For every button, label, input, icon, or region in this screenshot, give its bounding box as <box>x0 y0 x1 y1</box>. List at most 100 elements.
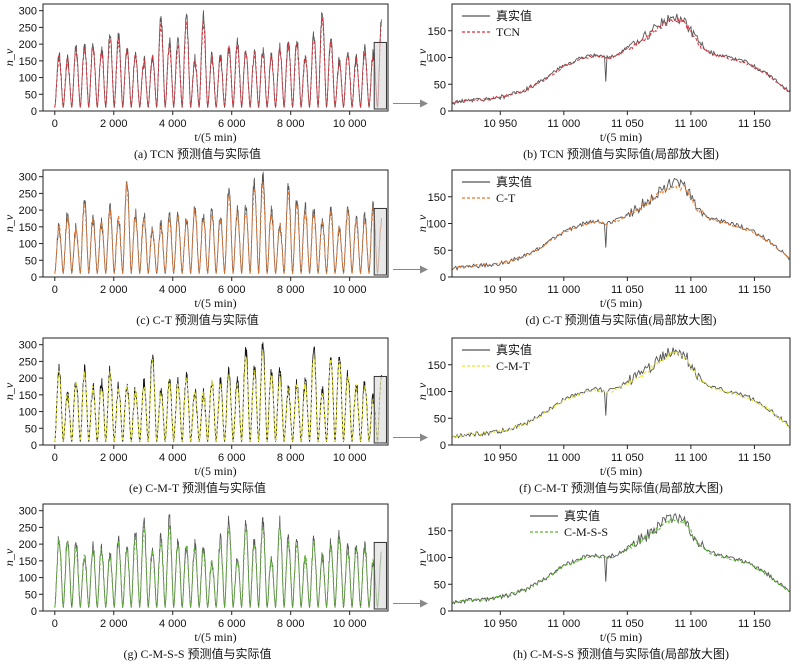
series-group <box>54 10 382 108</box>
y-tick-label: 100 <box>19 573 37 585</box>
zoom-arrow-head <box>420 433 428 442</box>
y-tick-label: 150 <box>19 390 37 402</box>
y-tick-label: 0 <box>31 606 37 618</box>
series-line-predicted <box>54 182 382 274</box>
y-tick-label: 50 <box>25 589 37 601</box>
x-tick-label: 6 000 <box>218 452 246 464</box>
y-tick-label: 0 <box>440 440 446 452</box>
x-axis-label: t/(5 min) <box>600 130 642 144</box>
zoom-arrow-head <box>420 265 428 274</box>
x-tick-label: 4 000 <box>159 452 187 464</box>
x-tick-label: 11 100 <box>674 452 707 464</box>
y-tick-label: 250 <box>19 356 37 368</box>
series-line-predicted <box>54 18 382 108</box>
series-line-actual <box>452 513 790 605</box>
x-tick-label: 0 <box>52 284 58 296</box>
x-axis-label: t/(5 min) <box>194 630 236 644</box>
series-line-predicted <box>452 17 790 105</box>
y-tick-label: 50 <box>434 413 446 425</box>
x-tick-label: 11 150 <box>738 452 771 464</box>
y-tick-label: 100 <box>428 553 446 565</box>
x-tick-label: 8 000 <box>277 618 305 630</box>
y-tick-label: 200 <box>19 539 37 551</box>
zoom-region-box <box>373 541 387 610</box>
series-group <box>54 342 382 442</box>
y-axis-label: n_v <box>415 214 429 232</box>
legend-label: 真实值 <box>496 342 532 357</box>
y-axis-label: n_v <box>415 48 429 66</box>
x-tick-label: 11 100 <box>674 618 707 630</box>
series-line-predicted <box>54 524 382 608</box>
panel-f: 真实值 C-M-T 10 950 11 000 11 050 11 100 11 150 0 5… <box>415 337 791 495</box>
panel-caption: (d) C-T 预测值与实际值(局部放大图) <box>525 312 716 327</box>
y-tick-label: 0 <box>440 606 446 618</box>
x-tick-label: 11 050 <box>611 452 644 464</box>
series-line-actual <box>54 10 382 108</box>
y-tick-label: 150 <box>19 222 37 234</box>
panel-d: 真实值 C-T 10 950 11 000 11 050 11 100 11 150 0 50 1… <box>415 169 791 327</box>
x-tick-label: 10 950 <box>483 284 517 296</box>
x-tick-label: 10 950 <box>483 452 517 464</box>
x-tick-label: 10 000 <box>333 618 367 630</box>
panel-e: 0 2 000 4 000 6 000 8 000 10 000 0 50 100 150 200 2… <box>2 337 389 495</box>
x-tick-label: 11 000 <box>547 452 580 464</box>
y-tick-label: 250 <box>19 522 37 534</box>
y-axis-label: n_v <box>2 548 16 566</box>
y-tick-label: 150 <box>428 26 446 38</box>
x-tick-label: 4 000 <box>159 118 187 130</box>
x-tick-label: 4 000 <box>159 618 187 630</box>
x-tick-label: 8 000 <box>277 118 305 130</box>
legend-label: 真实值 <box>496 8 532 23</box>
legend-label: C-T <box>496 191 516 205</box>
y-axis-label: n_v <box>2 214 16 232</box>
series-group <box>54 514 382 608</box>
legend-label: TCN <box>496 25 520 39</box>
y-tick-label: 300 <box>19 340 37 352</box>
x-tick-label: 11 050 <box>611 118 644 130</box>
series-group <box>452 177 790 272</box>
x-axis-label: t/(5 min) <box>600 630 642 644</box>
series-group <box>452 513 790 605</box>
x-tick-label: 6 000 <box>218 618 246 630</box>
series-line-predicted <box>54 351 382 442</box>
x-tick-label: 8 000 <box>277 452 305 464</box>
panel-caption: (h) C-M-S-S 预测值与实际值(局部放大图) <box>513 646 729 661</box>
y-tick-label: 150 <box>19 556 37 568</box>
panel-h: 真实值 C-M-S-S 10 950 11 000 11 050 11 100 11 150… <box>415 503 791 661</box>
panel-caption: (b) TCN 预测值与实际值(局部放大图) <box>523 146 719 161</box>
series-group <box>54 171 382 274</box>
y-tick-label: 150 <box>428 192 446 204</box>
y-axis-label: n_v <box>2 382 16 400</box>
y-axis-label: n_v <box>415 548 429 566</box>
x-tick-label: 11 050 <box>611 284 644 296</box>
y-tick-label: 300 <box>19 6 37 18</box>
x-tick-label: 8 000 <box>277 284 305 296</box>
panel-caption: (c) C-T 预测值与实际值 <box>136 312 258 327</box>
zoom-region-box <box>373 41 387 110</box>
x-axis-label: t/(5 min) <box>600 296 642 310</box>
x-tick-label: 2 000 <box>100 618 128 630</box>
panel-caption: (e) C-M-T 预测值与实际值 <box>129 480 266 495</box>
x-tick-label: 0 <box>52 618 58 630</box>
legend-label: C-M-T <box>496 359 531 373</box>
panel-caption: (g) C-M-S-S 预测值与实际值 <box>123 646 271 661</box>
zoom-region-box <box>373 207 387 276</box>
x-tick-label: 11 150 <box>738 118 771 130</box>
panel-a: 0 2 000 4 000 6 000 8 000 10 000 0 50 100 150 200 2… <box>2 3 389 161</box>
legend-label: C-M-S-S <box>564 525 608 539</box>
legend-label: 真实值 <box>564 508 600 523</box>
y-tick-label: 50 <box>434 579 446 591</box>
zoom-arrow-head <box>420 599 428 608</box>
x-tick-label: 0 <box>52 118 58 130</box>
series-group <box>452 13 790 106</box>
y-tick-label: 300 <box>19 506 37 518</box>
y-tick-label: 150 <box>428 360 446 372</box>
y-axis-label: n_v <box>2 48 16 66</box>
y-tick-label: 100 <box>428 387 446 399</box>
panel-g: 0 2 000 4 000 6 000 8 000 10 000 0 50 100 150 200 2… <box>2 503 389 661</box>
x-tick-label: 4 000 <box>159 284 187 296</box>
x-tick-label: 6 000 <box>218 284 246 296</box>
x-tick-label: 11 150 <box>738 618 771 630</box>
y-tick-label: 50 <box>434 245 446 257</box>
x-axis-label: t/(5 min) <box>194 464 236 478</box>
